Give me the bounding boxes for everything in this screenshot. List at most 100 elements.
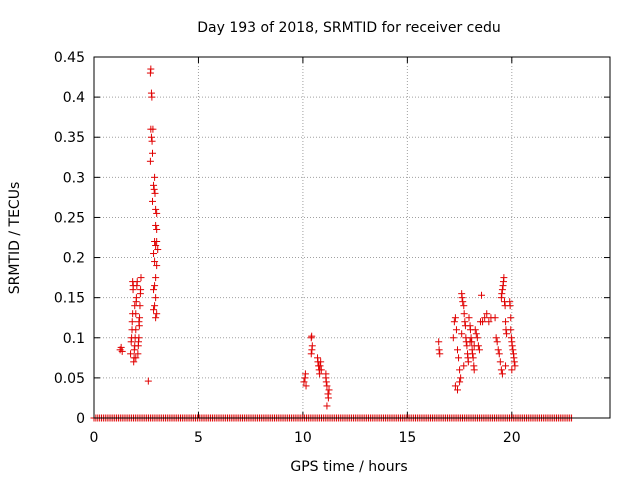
data-point: [436, 350, 444, 358]
data-point: [460, 310, 468, 318]
y-tick-label: 0.4: [63, 90, 85, 106]
data-point: [498, 286, 506, 294]
data-point: [471, 326, 479, 334]
data-point: [308, 346, 316, 354]
data-point: [135, 318, 143, 326]
x-tick-label: 10: [294, 430, 312, 446]
data-point: [324, 394, 332, 402]
data-point: [496, 358, 504, 366]
data-point: [307, 350, 315, 358]
x-tick-label: 0: [90, 430, 99, 446]
plot-frame: [93, 56, 611, 419]
data-point: [153, 209, 161, 217]
data-point: [459, 298, 467, 306]
data-point: [300, 378, 308, 386]
data-point: [322, 370, 330, 378]
data-point: [154, 246, 162, 254]
data-point: [449, 334, 457, 342]
data-point: [153, 310, 161, 318]
data-point: [150, 181, 158, 189]
data-point: [131, 302, 139, 310]
data-point: [325, 386, 333, 394]
data-point: [498, 370, 506, 378]
data-point: [317, 358, 325, 366]
data-point: [470, 342, 478, 350]
data-point: [450, 318, 458, 326]
data-point: [148, 137, 156, 145]
data-point: [316, 362, 324, 370]
data-point: [132, 326, 140, 334]
y-axis-label: SRMTID / TECUs: [7, 182, 23, 295]
data-point: [151, 302, 159, 310]
chart-title: Day 193 of 2018, SRMTID for receiver ced…: [197, 20, 500, 36]
data-point: [451, 382, 459, 390]
data-point: [502, 318, 510, 326]
data-point: [507, 326, 515, 334]
axis-ticks: [93, 56, 610, 419]
data-point: [452, 326, 460, 334]
data-point: [132, 294, 140, 302]
data-point: [473, 334, 481, 342]
data-point: [475, 346, 483, 354]
y-tick-label: 0: [76, 411, 85, 427]
y-tick-label: 0.35: [54, 130, 85, 146]
data-point: [493, 338, 501, 346]
data-point: [465, 314, 473, 322]
data-point: [469, 350, 477, 358]
data-point: [494, 346, 502, 354]
y-tick-label: 0.3: [63, 170, 85, 186]
y-tick-label: 0.2: [63, 251, 85, 267]
data-point: [500, 274, 508, 282]
data-point: [507, 314, 515, 322]
data-point: [151, 189, 159, 197]
data-point: [148, 93, 156, 101]
x-tick-label: 15: [398, 430, 416, 446]
data-point: [146, 157, 154, 165]
data-point: [463, 342, 471, 350]
data-point: [127, 350, 135, 358]
data-point: [152, 274, 160, 282]
data-point: [455, 354, 463, 362]
data-point: [152, 221, 160, 229]
data-point: [316, 370, 324, 378]
data-point: [117, 343, 125, 351]
data-point: [128, 318, 136, 326]
data-point: [435, 338, 443, 346]
data-point: [492, 334, 500, 342]
x-tick-label: 5: [194, 430, 203, 446]
data-point: [479, 318, 487, 326]
data-point: [151, 258, 159, 266]
x-axis-label: GPS time / hours: [290, 459, 407, 475]
data-point: [461, 318, 469, 326]
y-tick-label: 0.45: [54, 50, 85, 66]
y-tick-label: 0.15: [54, 291, 85, 307]
data-point: [453, 346, 461, 354]
data-point: [150, 250, 158, 258]
data-point: [509, 346, 517, 354]
data-point: [469, 354, 477, 362]
data-point: [147, 65, 155, 73]
data-point: [129, 278, 137, 286]
data-point: [502, 362, 510, 370]
data-point: [472, 330, 480, 338]
data-point: [317, 366, 325, 374]
data-point: [485, 318, 493, 326]
data-point: [451, 314, 459, 322]
data-point: [464, 358, 472, 366]
data-point: [152, 242, 160, 250]
x-tick-label: 20: [503, 430, 521, 446]
data-point: [323, 382, 331, 390]
data-point: [508, 366, 516, 374]
data-point: [301, 370, 309, 378]
data-point: [149, 125, 157, 133]
data-point: [152, 314, 160, 322]
data-point: [308, 332, 316, 340]
data-point: [134, 350, 142, 358]
data-point: [132, 354, 140, 362]
data-point: [458, 330, 466, 338]
data-point: [458, 294, 466, 302]
data-point: [118, 347, 126, 355]
data-point: [481, 314, 489, 322]
data-point: [456, 378, 464, 386]
